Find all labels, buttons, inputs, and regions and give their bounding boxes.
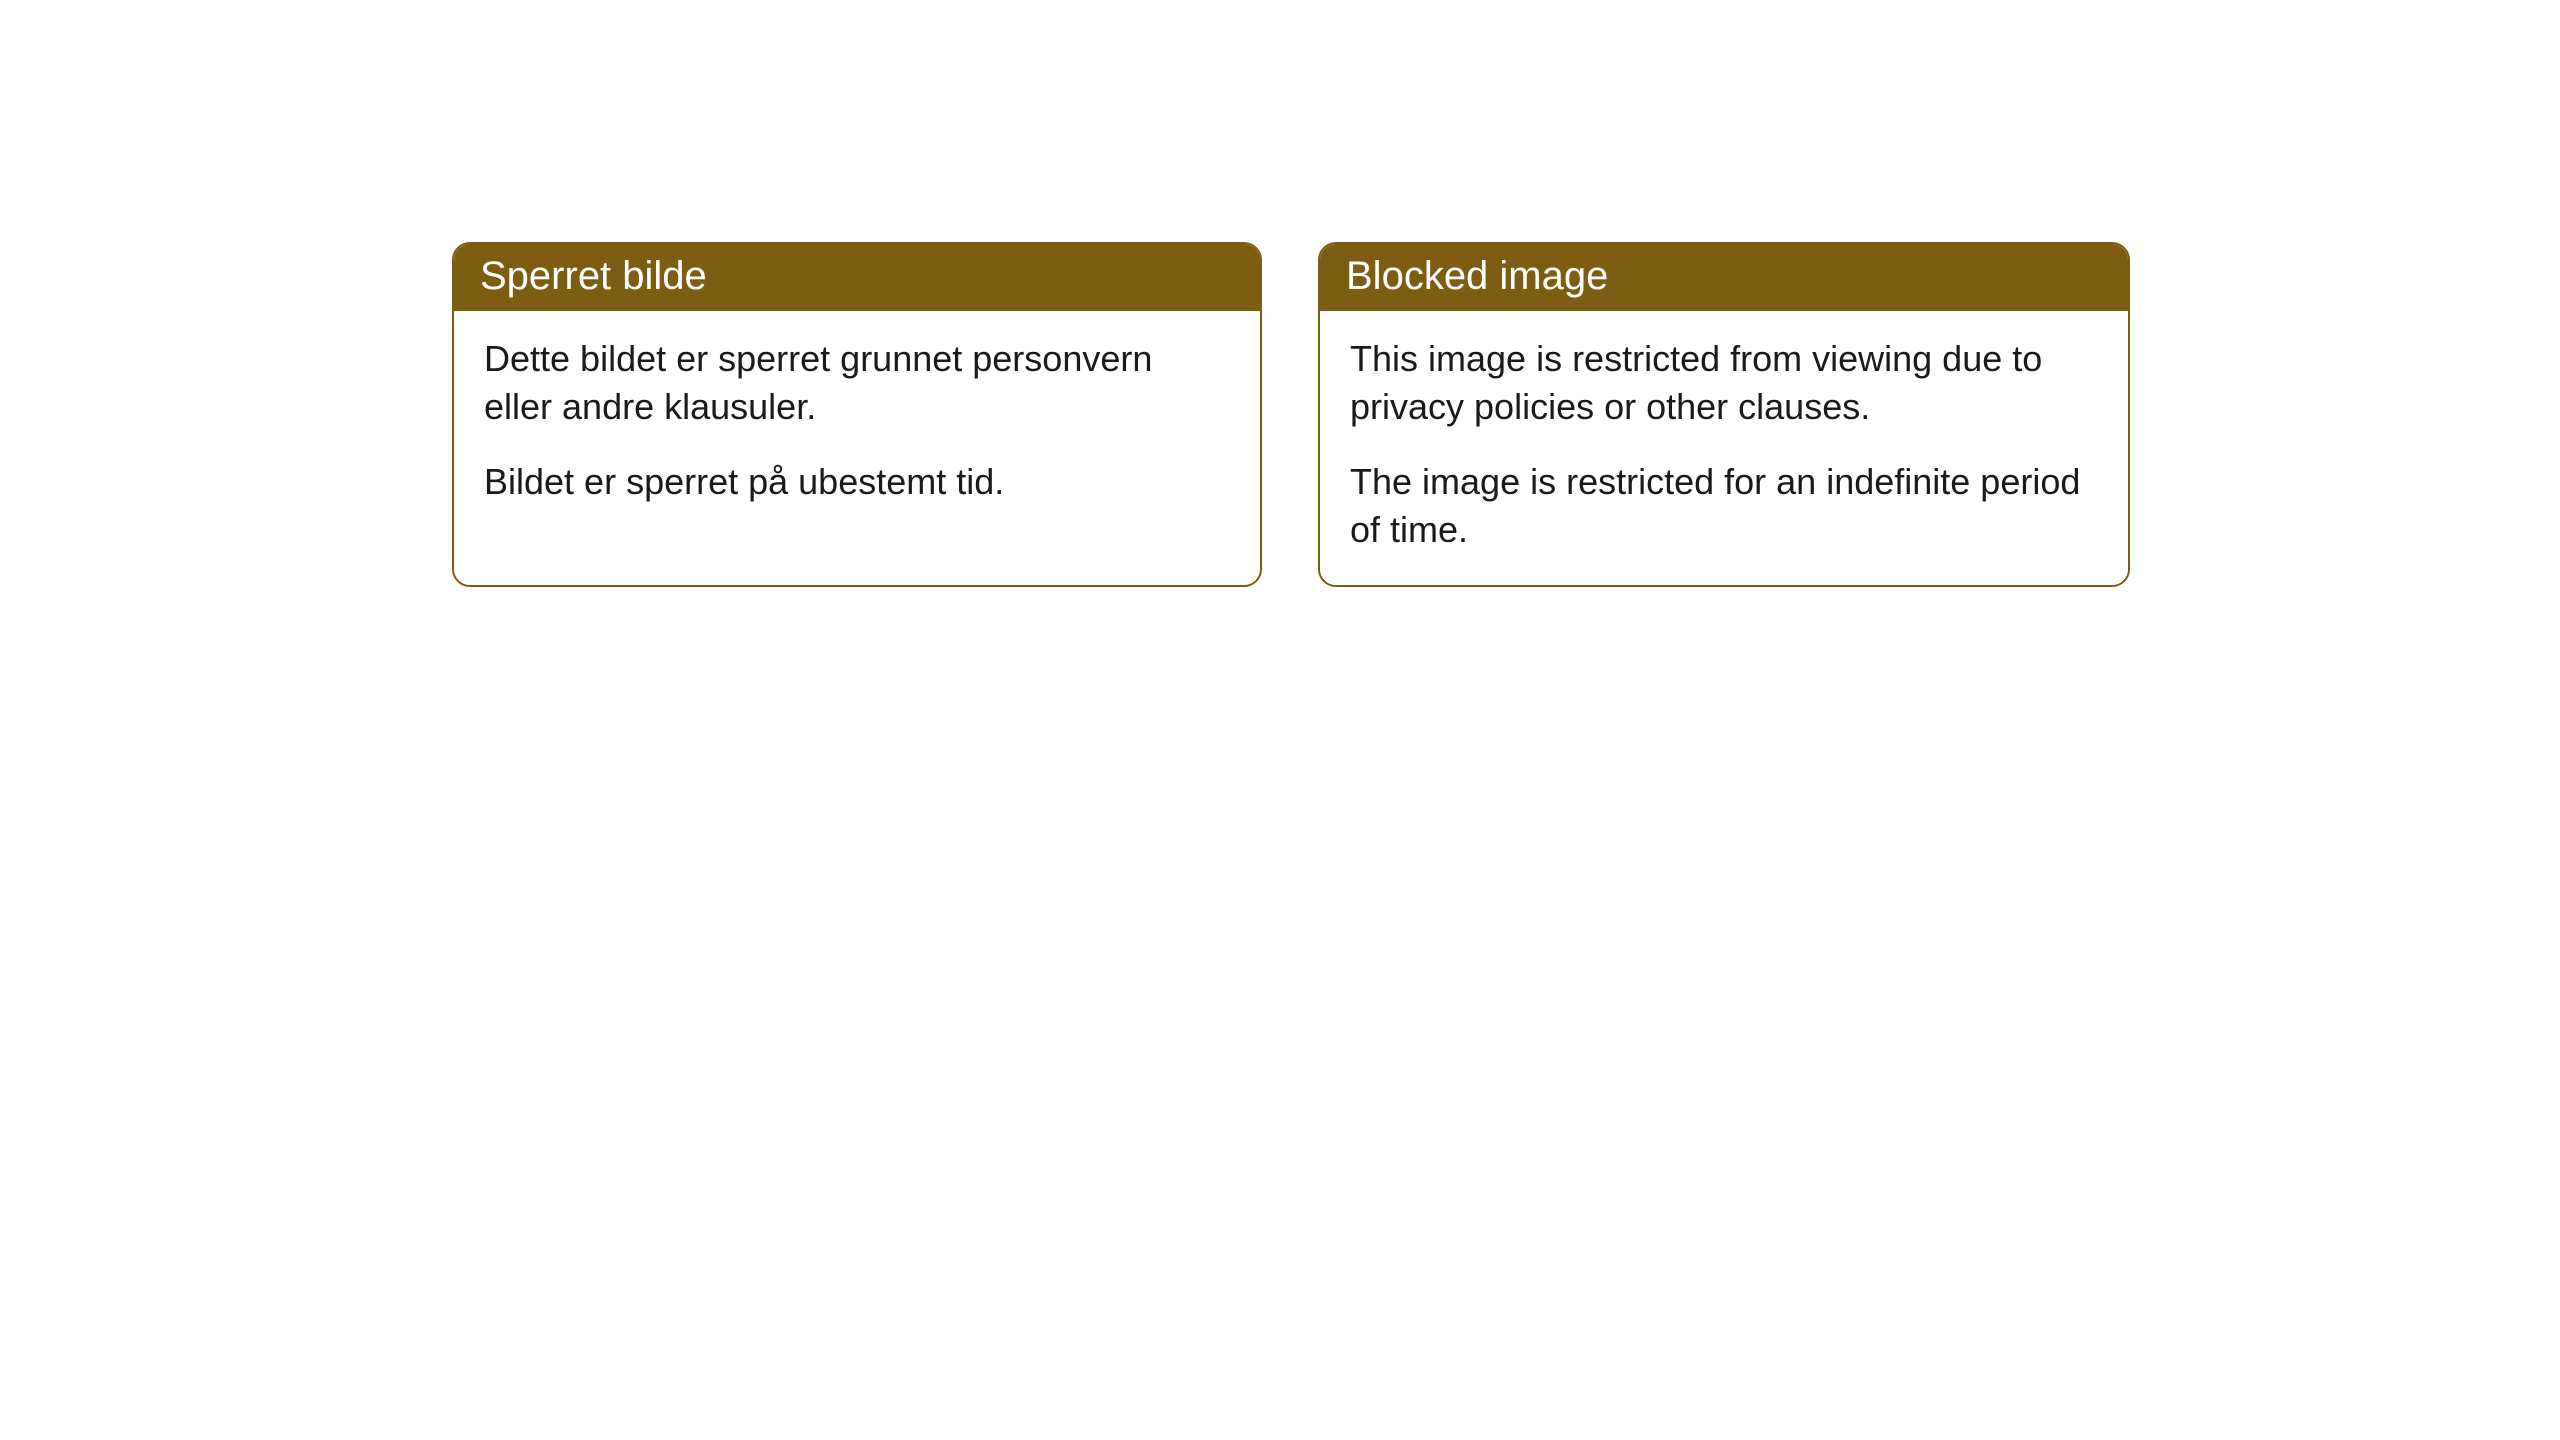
blocked-image-card-english: Blocked image This image is restricted f… — [1318, 242, 2130, 587]
card-paragraph-2-norwegian: Bildet er sperret på ubestemt tid. — [484, 458, 1230, 506]
card-body-english: This image is restricted from viewing du… — [1320, 311, 2128, 585]
card-header-english: Blocked image — [1320, 244, 2128, 311]
card-title-norwegian: Sperret bilde — [480, 254, 707, 298]
blocked-image-card-norwegian: Sperret bilde Dette bildet er sperret gr… — [452, 242, 1262, 587]
card-header-norwegian: Sperret bilde — [454, 244, 1260, 311]
card-paragraph-1-norwegian: Dette bildet er sperret grunnet personve… — [484, 335, 1230, 430]
card-paragraph-2-english: The image is restricted for an indefinit… — [1350, 458, 2098, 553]
card-title-english: Blocked image — [1346, 254, 1608, 298]
card-body-norwegian: Dette bildet er sperret grunnet personve… — [454, 311, 1260, 582]
cards-container: Sperret bilde Dette bildet er sperret gr… — [452, 242, 2130, 587]
card-paragraph-1-english: This image is restricted from viewing du… — [1350, 335, 2098, 430]
